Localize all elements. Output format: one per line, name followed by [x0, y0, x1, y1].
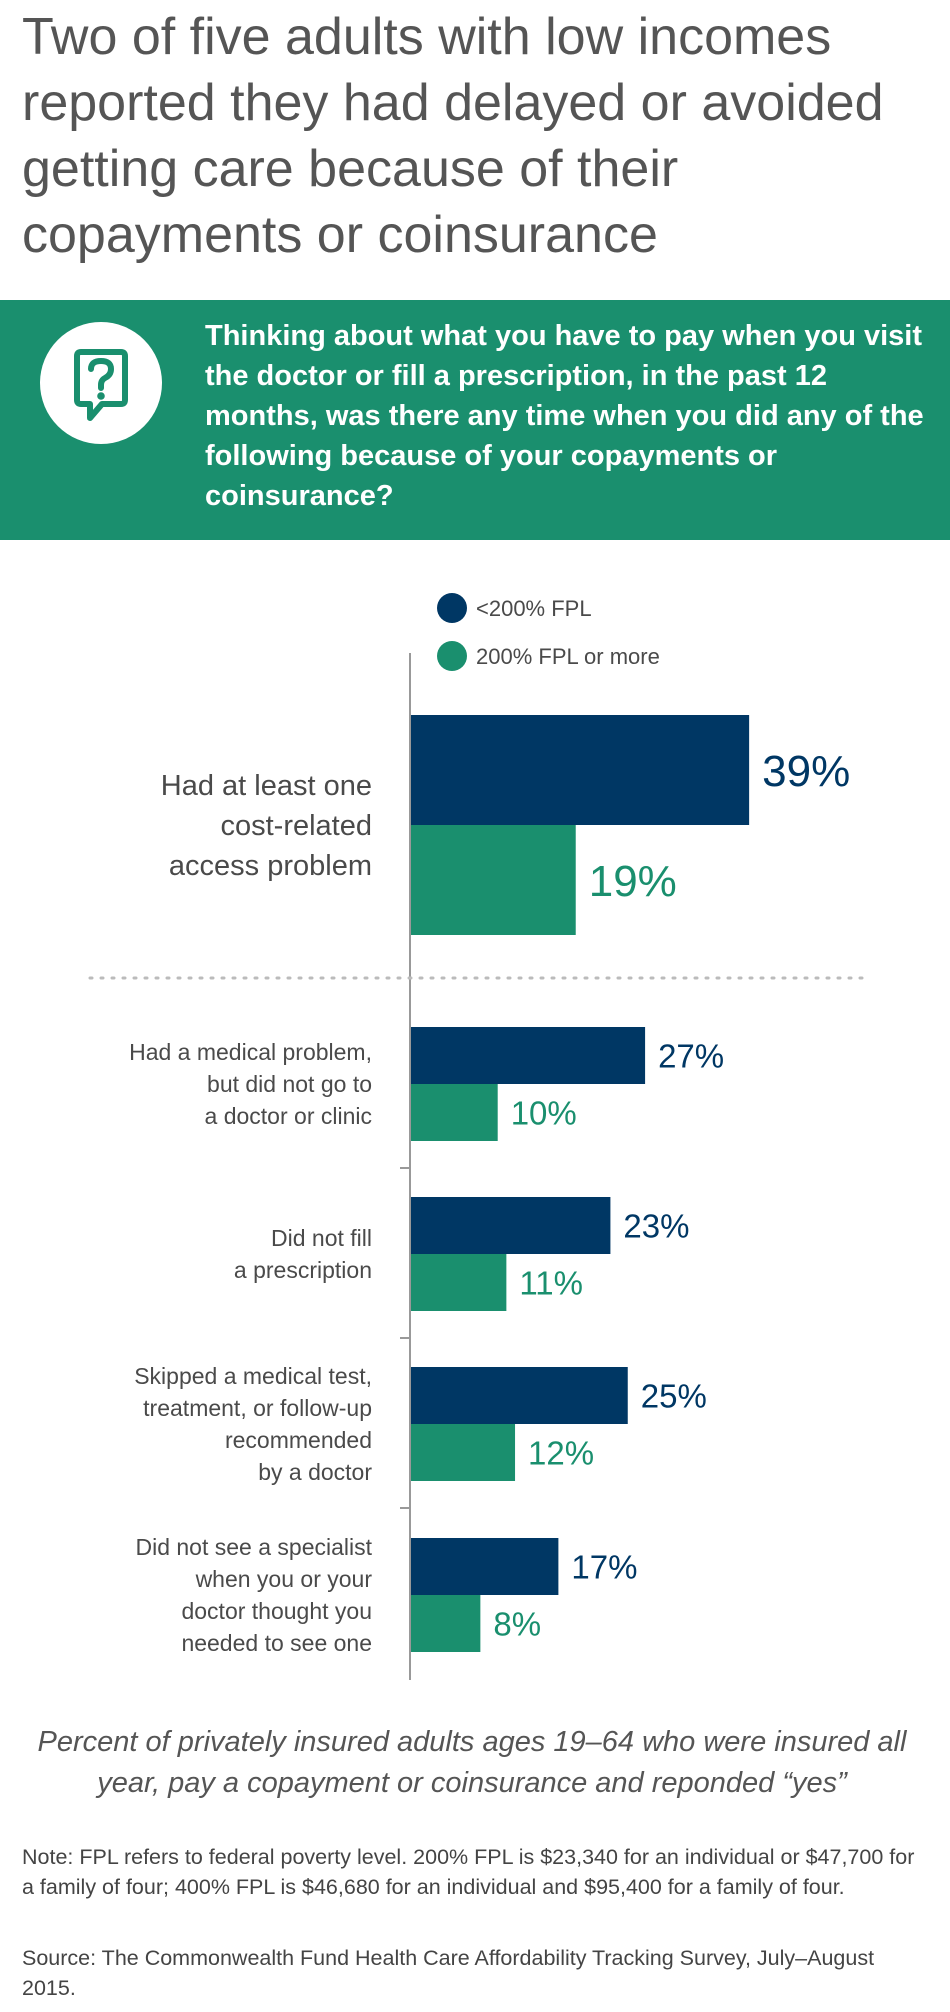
bar-4-series-2 [411, 1424, 516, 1481]
question-speech-bubble-icon [40, 322, 162, 444]
data-label-3-series-2: 11% [519, 1264, 583, 1301]
legend-label-2: 200% FPL or more [476, 644, 660, 669]
category-label-line: Skipped a medical test, [134, 1363, 372, 1389]
data-label-4-series-1: 25% [641, 1377, 707, 1414]
category-label-line: access problem [169, 850, 372, 882]
category-label-1: Had at least one cost-related access probl… [161, 770, 372, 882]
category-label-line: a prescription [234, 1257, 372, 1283]
category-label-line: Had at least one [161, 770, 372, 802]
data-label-5-series-2: 8% [493, 1605, 541, 1642]
bar-1-series-2 [411, 825, 576, 935]
note-text: Note: FPL refers to federal poverty leve… [22, 1845, 915, 1899]
bar-1-series-1 [411, 715, 750, 825]
bar-5-series-1 [411, 1538, 559, 1595]
category-label-2: Had a medical problem, but did not go to a… [129, 1039, 372, 1129]
data-label-1-series-1: 39% [762, 747, 850, 796]
data-label-1-series-2: 19% [589, 857, 677, 906]
bar-2-series-2 [411, 1084, 498, 1141]
question-banner: Thinking about what you have to pay when… [0, 300, 950, 540]
category-label-line: a doctor or clinic [205, 1103, 372, 1129]
chart-footnote: Percent of privately insured adults ages… [37, 1726, 907, 1799]
data-label-4-series-2: 12% [528, 1434, 594, 1471]
data-label-3-series-1: 23% [623, 1207, 689, 1244]
page-title: Two of five adults with low incomes repo… [22, 8, 884, 264]
data-label-2-series-1: 27% [658, 1037, 724, 1074]
category-label-line: when you or your [195, 1566, 373, 1592]
category-label-line: Did not fill [271, 1225, 372, 1251]
bar-3-series-2 [411, 1254, 507, 1311]
category-label-line: Had a medical problem, [129, 1039, 372, 1065]
legend-swatch-2 [437, 641, 467, 671]
legend-label-1: <200% FPL [476, 596, 592, 621]
data-label-2-series-2: 10% [511, 1094, 577, 1131]
category-label-line: recommended [225, 1427, 372, 1453]
category-label-line: by a doctor [258, 1459, 372, 1485]
survey-question: Thinking about what you have to pay when… [205, 320, 924, 512]
bar-5-series-2 [411, 1595, 481, 1652]
category-label-line: Did not see a specialist [135, 1534, 372, 1560]
bar-3-series-1 [411, 1197, 611, 1254]
category-label-line: but did not go to [207, 1071, 372, 1097]
source-text: Source: The Commonwealth Fund Health Car… [22, 1946, 875, 2000]
legend-swatch-1 [437, 593, 467, 623]
category-label-line: doctor thought you [181, 1598, 372, 1624]
category-label-line: needed to see one [181, 1630, 372, 1656]
category-label-4: Skipped a medical test, treatment, or fol… [134, 1363, 372, 1485]
bar-2-series-1 [411, 1027, 646, 1084]
category-label-3: Did not fill a prescription [234, 1225, 372, 1283]
data-label-5-series-1: 17% [571, 1548, 637, 1585]
category-label-line: treatment, or follow-up [143, 1395, 372, 1421]
category-label-line: cost-related [220, 810, 372, 842]
bar-chart: <200% FPL 200% FPL or more 39% 19% Had at le… [88, 593, 872, 1680]
category-label-5: Did not see a specialist when you or your… [135, 1534, 372, 1656]
bar-4-series-1 [411, 1367, 628, 1424]
